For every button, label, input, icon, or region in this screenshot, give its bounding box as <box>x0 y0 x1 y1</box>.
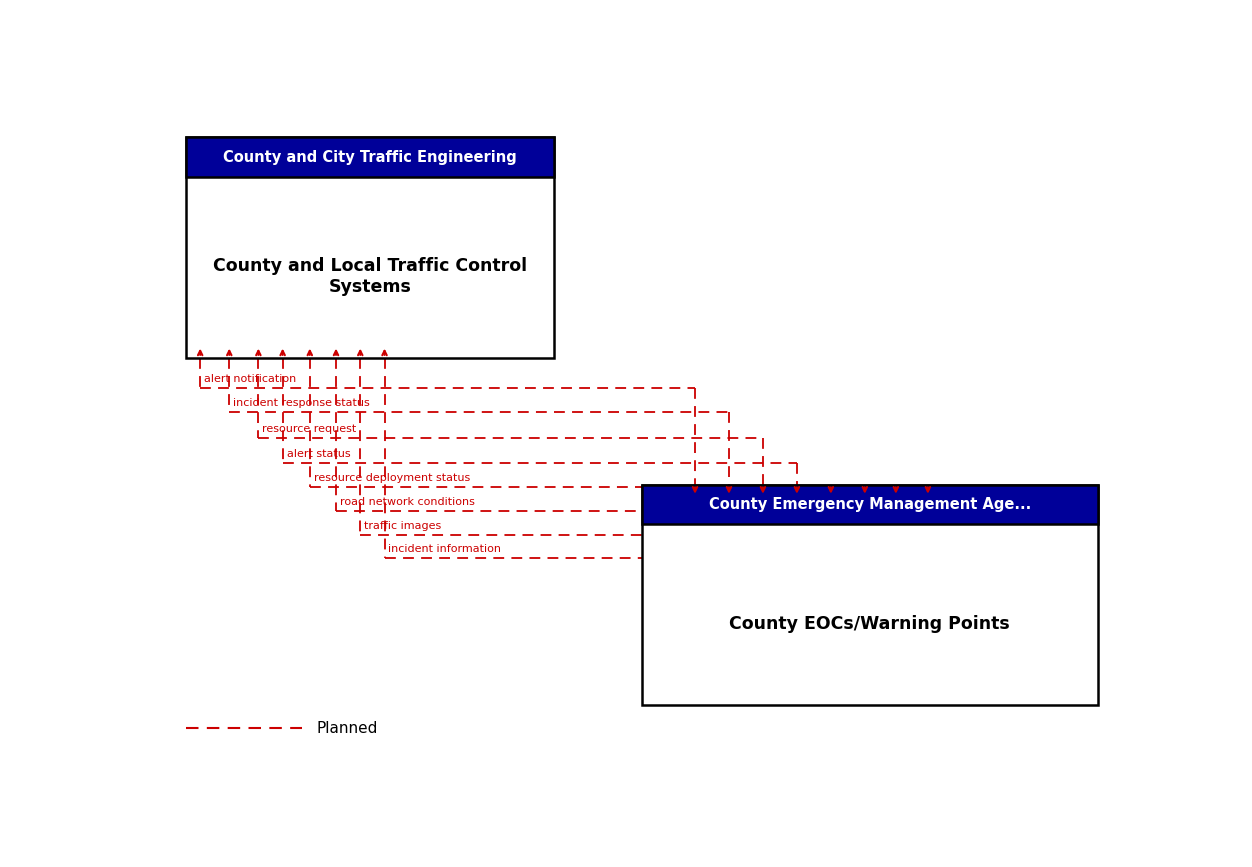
Text: resource deployment status: resource deployment status <box>314 473 470 483</box>
Text: road network conditions: road network conditions <box>339 498 475 507</box>
Text: alert notification: alert notification <box>204 374 297 384</box>
Text: incident information: incident information <box>388 544 501 554</box>
Text: alert status: alert status <box>287 448 351 459</box>
Text: County and City Traffic Engineering: County and City Traffic Engineering <box>223 150 517 165</box>
Text: County Emergency Management Age...: County Emergency Management Age... <box>709 497 1030 512</box>
Bar <box>185 137 555 177</box>
Bar <box>185 137 555 358</box>
Bar <box>641 485 1098 525</box>
Bar <box>185 137 555 177</box>
Text: incident response status: incident response status <box>233 399 369 408</box>
Bar <box>641 485 1098 525</box>
Text: traffic images: traffic images <box>364 520 442 531</box>
Text: County EOCs/Warning Points: County EOCs/Warning Points <box>730 615 1010 633</box>
Bar <box>641 485 1098 705</box>
Text: resource request: resource request <box>262 424 357 434</box>
Text: Planned: Planned <box>317 720 378 736</box>
Text: County and Local Traffic Control
Systems: County and Local Traffic Control Systems <box>213 257 527 296</box>
